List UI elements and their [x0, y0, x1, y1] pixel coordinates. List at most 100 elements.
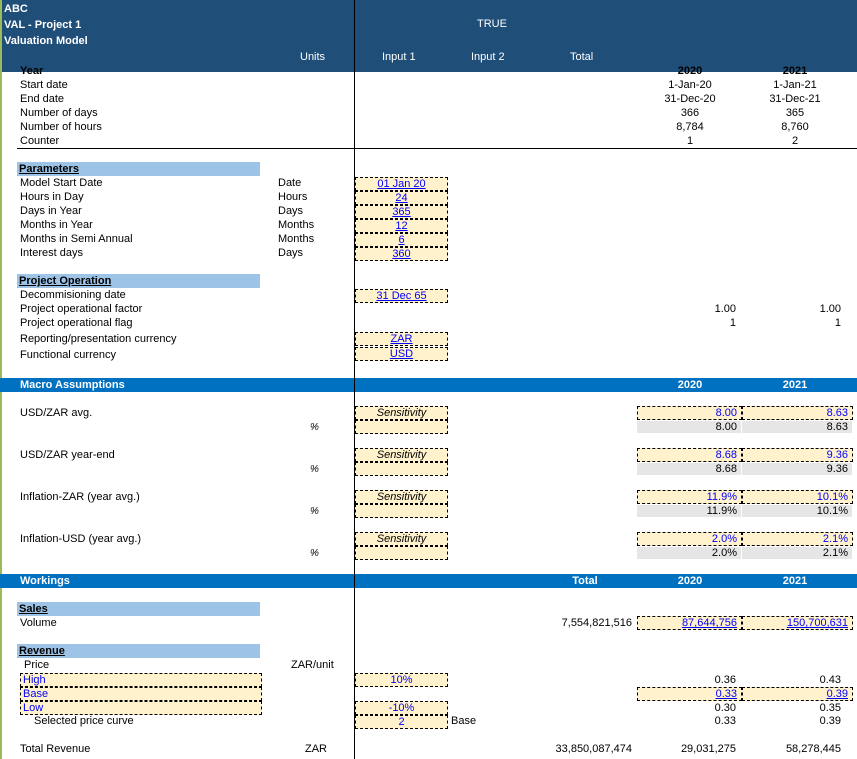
months-semi-annual-input[interactable]: 6	[355, 233, 448, 247]
infl-usd-2021-input[interactable]: 2.1%	[742, 532, 853, 546]
model-title: Valuation Model	[4, 35, 88, 47]
volume-2021-input[interactable]: 150,700,631	[742, 616, 853, 630]
total-revenue-2021: 58,278,445	[785, 743, 841, 755]
company-name: ABC	[4, 3, 28, 15]
param-unit: Date	[278, 177, 302, 189]
functional-label: Functional currency	[20, 349, 116, 361]
start-date-2021: 1-Jan-21	[773, 79, 817, 91]
total-revenue-2020: 29,031,275	[680, 743, 736, 755]
usdzar-ye-2021: 9.36	[742, 463, 852, 475]
macro-label: USD/ZAR avg.	[20, 407, 93, 419]
input2-header: Input 2	[471, 51, 505, 63]
price-unit: ZAR/unit	[291, 659, 334, 671]
param-label: Months in Year	[20, 219, 93, 231]
infl-zar-2020-input[interactable]: 11.9%	[637, 490, 742, 504]
selected-curve-input[interactable]: 2	[355, 715, 448, 729]
param-label: Model Start Date	[20, 177, 103, 189]
factor-2020: 1.00	[714, 303, 736, 315]
revenue-section-header: Revenue	[17, 644, 260, 658]
pct-unit: %	[310, 506, 319, 517]
counter-2020: 1	[686, 135, 694, 147]
volume-2020-input[interactable]: 87,644,756	[637, 616, 742, 630]
base-curve-label[interactable]: Base	[20, 687, 262, 701]
param-unit: Days	[278, 247, 304, 259]
months-in-year-input[interactable]: 12	[355, 219, 448, 233]
macro-title: Macro Assumptions	[20, 379, 125, 391]
pct-unit: %	[310, 548, 319, 559]
usdzar-ye-2020-input[interactable]: 8.68	[637, 448, 742, 462]
end-date-2020: 31-Dec-20	[664, 93, 716, 105]
days-in-year-input[interactable]: 365	[355, 205, 448, 219]
base-2020-input[interactable]: 0.33	[637, 687, 742, 701]
model-header: ABC VAL - Project 1 Valuation Model TRUE…	[0, 0, 857, 72]
pct-unit: %	[310, 422, 319, 433]
workings-year-2020: 2020	[677, 575, 703, 587]
macro-year-2020: 2020	[677, 379, 703, 391]
infl-zar-2021: 10.1%	[742, 505, 852, 517]
total-revenue-total: 33,850,087,474	[555, 743, 632, 755]
hours-in-day-input[interactable]: 24	[355, 191, 448, 205]
total-revenue-unit: ZAR	[305, 743, 327, 755]
high-pct-input[interactable]: 10%	[355, 673, 448, 687]
days-2021: 365	[785, 107, 805, 119]
low-pct-input[interactable]: -10%	[355, 701, 448, 715]
year-2021: 2021	[782, 65, 808, 77]
workings-year-2021: 2021	[782, 575, 808, 587]
low-curve-label[interactable]: Low	[20, 701, 262, 715]
start-date-2020: 1-Jan-20	[668, 79, 712, 91]
high-curve-label[interactable]: High	[20, 673, 262, 687]
project-name: VAL - Project 1	[4, 19, 82, 31]
model-start-date-input[interactable]: 01 Jan 20	[355, 177, 448, 191]
usdzar-avg-2021-input[interactable]: 8.63	[742, 406, 853, 420]
timeline-label: Number of hours	[20, 121, 102, 133]
functional-currency-input[interactable]: USD	[355, 347, 448, 361]
param-unit: Hours	[278, 191, 308, 203]
interest-days-input[interactable]: 360	[355, 247, 448, 261]
flag-label: Project operational flag	[20, 317, 133, 329]
selected-2021: 0.39	[819, 715, 841, 727]
infl-zar-2021-input[interactable]: 10.1%	[742, 490, 853, 504]
reporting-currency-input[interactable]: ZAR	[355, 332, 448, 346]
usdzar-avg-2020-input[interactable]: 8.00	[637, 406, 742, 420]
flag-2021: 1	[834, 317, 841, 329]
usdzar-avg-2020: 8.00	[637, 421, 741, 433]
check-flag: TRUE	[477, 18, 507, 30]
sensitivity-input[interactable]: Sensitivity	[355, 448, 448, 462]
base-2021-input[interactable]: 0.39	[742, 687, 853, 701]
high-2020: 0.36	[714, 674, 736, 686]
sensitivity-input[interactable]: Sensitivity	[355, 490, 448, 504]
decom-label: Decommisioning date	[20, 289, 126, 301]
timeline-label: End date	[20, 93, 65, 105]
sensitivity-value-input[interactable]	[355, 504, 448, 518]
sensitivity-input[interactable]: Sensitivity	[355, 406, 448, 420]
workings-total-header: Total	[572, 575, 598, 587]
param-unit: Days	[278, 205, 304, 217]
input-column-divider	[354, 0, 355, 759]
infl-usd-2021: 2.1%	[742, 547, 852, 559]
days-2020: 366	[680, 107, 700, 119]
param-label: Months in Semi Annual	[20, 233, 133, 245]
volume-total: 7,554,821,516	[561, 617, 632, 629]
workings-section-band: Workings Total 2020 2021	[0, 574, 857, 588]
factor-2021: 1.00	[819, 303, 841, 315]
macro-section-band: Macro Assumptions 2020 2021	[0, 378, 857, 392]
timeline-label: Counter	[20, 135, 60, 147]
timeline-label: Start date	[20, 79, 68, 91]
usdzar-ye-2021-input[interactable]: 9.36	[742, 448, 853, 462]
decom-date-input[interactable]: 31 Dec 65	[355, 289, 448, 303]
hours-2021: 8,760	[781, 121, 809, 133]
sensitivity-value-input[interactable]	[355, 462, 448, 476]
usdzar-avg-2021: 8.63	[742, 421, 852, 433]
timeline-divider	[17, 148, 857, 149]
timeline-label: Number of days	[20, 107, 98, 119]
sensitivity-value-input[interactable]	[355, 546, 448, 560]
sensitivity-value-input[interactable]	[355, 420, 448, 434]
timeline-label: Year	[20, 65, 44, 77]
param-unit: Months	[278, 219, 315, 231]
counter-2021: 2	[791, 135, 799, 147]
pct-unit: %	[310, 464, 319, 475]
infl-usd-2020-input[interactable]: 2.0%	[637, 532, 742, 546]
sensitivity-input[interactable]: Sensitivity	[355, 532, 448, 546]
selected-curve-label: Selected price curve	[34, 715, 134, 727]
low-2021: 0.35	[819, 702, 841, 714]
